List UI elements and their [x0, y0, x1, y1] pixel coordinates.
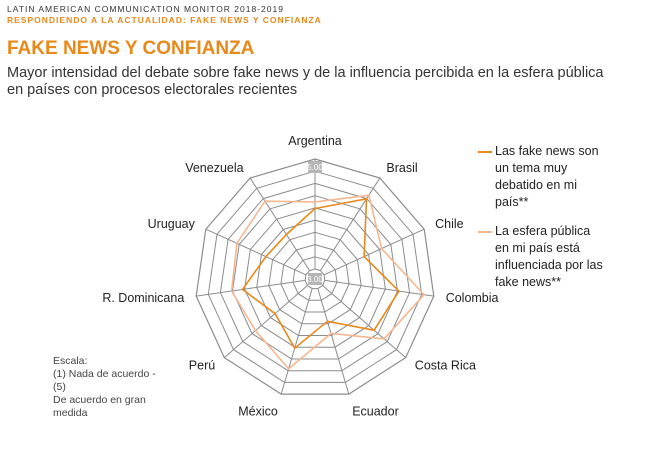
series-2-line [230, 194, 426, 370]
axis-label-r-dominicana: R. Dominicana [102, 291, 184, 305]
grid-ring [231, 195, 399, 360]
grid-spoke [249, 177, 311, 271]
axis-label-argentina: Argentina [288, 134, 342, 148]
axis-label-chile: Chile [435, 217, 464, 231]
section-header: RESPONDIENDO A LA ACTUALIDAD: FAKE NEWS … [7, 15, 322, 25]
grid-spoke [205, 228, 307, 276]
axis-label-ecuador: Ecuador [352, 405, 399, 419]
tick-label-max: 5.00 [307, 163, 323, 172]
axis-label-colombia: Colombia [446, 291, 499, 305]
grid-spoke [322, 285, 407, 358]
axis-label-brasil: Brasil [386, 161, 417, 175]
tick-bg-min [308, 273, 322, 285]
axis-label-venezuela: Venezuela [185, 161, 243, 175]
tick-label-min: 3.00 [307, 275, 323, 284]
grid-ring [195, 158, 435, 395]
grid-ring [280, 244, 350, 313]
subtitle-line-2: en países con procesos electorales recie… [7, 82, 298, 98]
grid-spoke [223, 285, 308, 358]
grid-spoke [319, 177, 381, 271]
subtitle-line-1: Mayor intensidad del debate sobre fake n… [7, 65, 604, 81]
page-title: FAKE NEWS Y CONFIANZA [7, 38, 255, 59]
grid-ring [268, 231, 362, 325]
grid-ring [207, 170, 423, 383]
report-header: LATIN AMERICAN COMMUNICATION MONITOR 201… [7, 4, 284, 14]
grid-spoke [280, 288, 313, 395]
grid-ring [219, 182, 411, 372]
legend-swatch-series2 [478, 231, 492, 233]
axis-label-per-: Perú [189, 358, 215, 372]
legend-label-series2: La esfera pública en mi país está influe… [495, 224, 603, 289]
grid-spoke [196, 279, 306, 297]
grid-ring [292, 256, 338, 301]
axis-label-costa-rica: Costa Rica [415, 358, 476, 372]
legend-swatch-series1 [478, 151, 492, 153]
grid-spoke [323, 228, 425, 276]
scale-note: Escala: (1) Nada de acuerdo - (5) De acu… [53, 355, 163, 420]
scale-note-text: Escala: (1) Nada de acuerdo - (5) De acu… [53, 355, 156, 419]
axis-label-m-xico: México [238, 405, 278, 419]
grid-spoke [317, 288, 350, 395]
grid-spoke [324, 279, 434, 297]
tick-bg-max [308, 161, 322, 173]
axis-label-uruguay: Uruguay [148, 217, 196, 231]
legend-label-series1: Las fake news son un tema muy debatido e… [495, 144, 599, 209]
series-1-line [241, 197, 400, 350]
grid-ring [304, 268, 326, 290]
chart-subtitle: Mayor intensidad del debate sobre fake n… [7, 65, 607, 99]
